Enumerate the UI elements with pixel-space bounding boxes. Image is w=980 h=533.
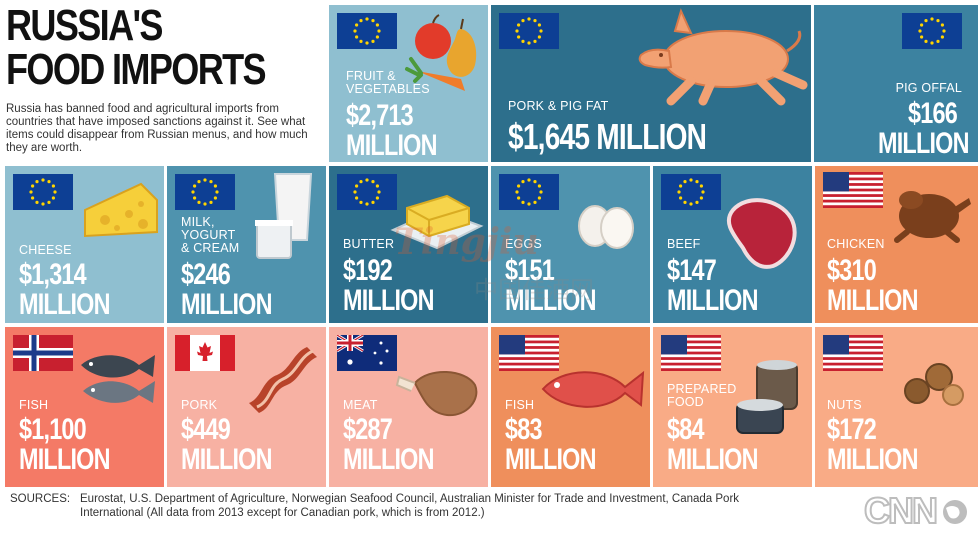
tile-label: PORK bbox=[181, 398, 218, 412]
tile-value: MILLION bbox=[346, 129, 438, 162]
tile-label: CHICKEN bbox=[827, 237, 885, 251]
tile-value: $246 bbox=[181, 258, 231, 291]
tile-label: FISH bbox=[19, 398, 49, 412]
tile-label: NUTS bbox=[827, 398, 862, 412]
tile-value: MILLION bbox=[19, 443, 111, 476]
fish-icon bbox=[81, 355, 155, 403]
eu-flag bbox=[902, 13, 962, 49]
tile-value: $2,713 bbox=[346, 99, 414, 132]
tile-value: MILLION bbox=[505, 284, 597, 317]
tile-value: MILLION bbox=[181, 288, 273, 321]
tile-label: PREPARED bbox=[667, 382, 737, 396]
tile-label: BEEF bbox=[667, 237, 701, 251]
tile-pork-canada: PORK $449 MILLION bbox=[167, 327, 326, 487]
canada-flag bbox=[175, 335, 235, 371]
tile-label: MILK, bbox=[181, 215, 215, 229]
fruit-vegetables-icon bbox=[405, 14, 477, 91]
tile-value: MILLION bbox=[343, 284, 435, 317]
tile-value: $310 bbox=[827, 254, 877, 287]
nuts-icon bbox=[904, 363, 964, 406]
tile-label: FRUIT & bbox=[346, 69, 396, 83]
tile-cheese: CHEESE $1,314 MILLION bbox=[5, 166, 164, 323]
tile-value: $449 bbox=[181, 413, 231, 446]
tile-value: MILLION bbox=[667, 284, 759, 317]
tile-label: BUTTER bbox=[343, 237, 395, 251]
cnn-logo-text: CNN bbox=[864, 490, 936, 530]
tile-eggs: EGGS $151 MILLION bbox=[491, 166, 650, 323]
norway-flag bbox=[13, 335, 73, 371]
tile-label: & CREAM bbox=[181, 241, 240, 255]
intro-text: Russia has banned food and agricultural … bbox=[6, 103, 308, 154]
tile-label: CHEESE bbox=[19, 243, 72, 257]
tile-label: MEAT bbox=[343, 398, 378, 412]
sources-tag: SOURCES: bbox=[10, 493, 71, 505]
eggs-icon bbox=[578, 205, 634, 249]
tile-value: MILLION bbox=[505, 443, 597, 476]
tile-meat-australia: MEAT $287 MILLION bbox=[329, 327, 488, 487]
tile-value: MILLION bbox=[827, 284, 919, 317]
eu-flag bbox=[337, 13, 397, 49]
milk-icon bbox=[255, 173, 313, 259]
tile-value: MILLION bbox=[181, 443, 273, 476]
tile-value: $1,100 bbox=[19, 413, 87, 446]
tile-label: PORK & PIG FAT bbox=[508, 99, 609, 113]
fish-icon bbox=[541, 370, 645, 408]
butter-icon bbox=[390, 194, 484, 250]
chicken-icon bbox=[894, 191, 971, 243]
tile-value: $166 bbox=[908, 97, 958, 130]
tile-value: MILLION bbox=[19, 288, 111, 321]
cans-icon bbox=[736, 360, 798, 434]
tile-butter: BUTTER $192 MILLION bbox=[329, 166, 488, 323]
tile-value: $151 bbox=[505, 254, 555, 287]
eu-flag bbox=[499, 13, 559, 49]
tile-pork-pig-fat: PORK & PIG FAT $1,645 MILLION bbox=[491, 5, 811, 162]
us-flag bbox=[823, 335, 883, 371]
eu-flag bbox=[499, 174, 559, 210]
tile-value: $1,314 bbox=[19, 258, 87, 291]
tile-label: FOOD bbox=[667, 395, 704, 409]
eu-flag bbox=[13, 174, 73, 210]
tile-milk-yogurt-cream: MILK, YOGURT & CREAM $246 MILLION bbox=[167, 166, 326, 323]
title-block: RUSSIA'S FOOD IMPORTS bbox=[0, 0, 328, 162]
tile-value: $172 bbox=[827, 413, 877, 446]
tile-prepared-food: PREPARED FOOD $84 MILLION bbox=[653, 327, 812, 487]
tile-fish-us: FISH $83 MILLION bbox=[491, 327, 650, 487]
australia-flag bbox=[337, 335, 397, 371]
eu-flag bbox=[661, 174, 721, 210]
tile-fish-norway: FISH $1,100 MILLION bbox=[5, 327, 164, 487]
tile-value: MILLION bbox=[667, 443, 759, 476]
sources-text: Eurostat, U.S. Department of Agriculture… bbox=[80, 493, 740, 519]
cnn-logo: CNN bbox=[863, 490, 967, 530]
tile-label: YOGURT bbox=[181, 228, 236, 242]
pig-icon bbox=[638, 8, 808, 106]
meat-icon bbox=[395, 370, 478, 417]
bacon-icon bbox=[249, 347, 317, 413]
eu-flag bbox=[337, 174, 397, 210]
tile-value: $287 bbox=[343, 413, 393, 446]
page-title-line1: RUSSIA'S bbox=[6, 1, 163, 50]
tile-value: MILLION bbox=[343, 443, 435, 476]
tile-pig-offal: PIG OFFAL $166 MILLION bbox=[814, 5, 978, 162]
tile-nuts: NUTS $172 MILLION bbox=[815, 327, 978, 487]
tile-fruit-vegetables: FRUIT & VEGETABLES $2,713 MILLION bbox=[329, 5, 488, 162]
tile-value: $192 bbox=[343, 254, 393, 287]
tile-value: $1,645 MILLION bbox=[508, 116, 707, 157]
page-title-line2: FOOD IMPORTS bbox=[6, 45, 267, 94]
tile-value: MILLION bbox=[827, 443, 919, 476]
tile-value: MILLION bbox=[878, 127, 970, 160]
tile-value: $83 bbox=[505, 413, 542, 446]
steak-icon bbox=[726, 198, 797, 269]
tile-chicken: CHICKEN $310 MILLION bbox=[815, 166, 978, 323]
cheese-icon bbox=[84, 182, 158, 238]
tile-value: $147 bbox=[667, 254, 717, 287]
us-flag bbox=[823, 172, 883, 208]
eu-flag bbox=[175, 174, 235, 210]
tile-beef: BEEF $147 MILLION bbox=[653, 166, 812, 323]
tile-label: PIG OFFAL bbox=[895, 81, 962, 95]
tile-value: $84 bbox=[667, 413, 704, 446]
us-flag bbox=[661, 335, 721, 371]
tile-label: EGGS bbox=[505, 237, 542, 251]
tile-label: FISH bbox=[505, 398, 535, 412]
tile-label: VEGETABLES bbox=[346, 82, 430, 96]
